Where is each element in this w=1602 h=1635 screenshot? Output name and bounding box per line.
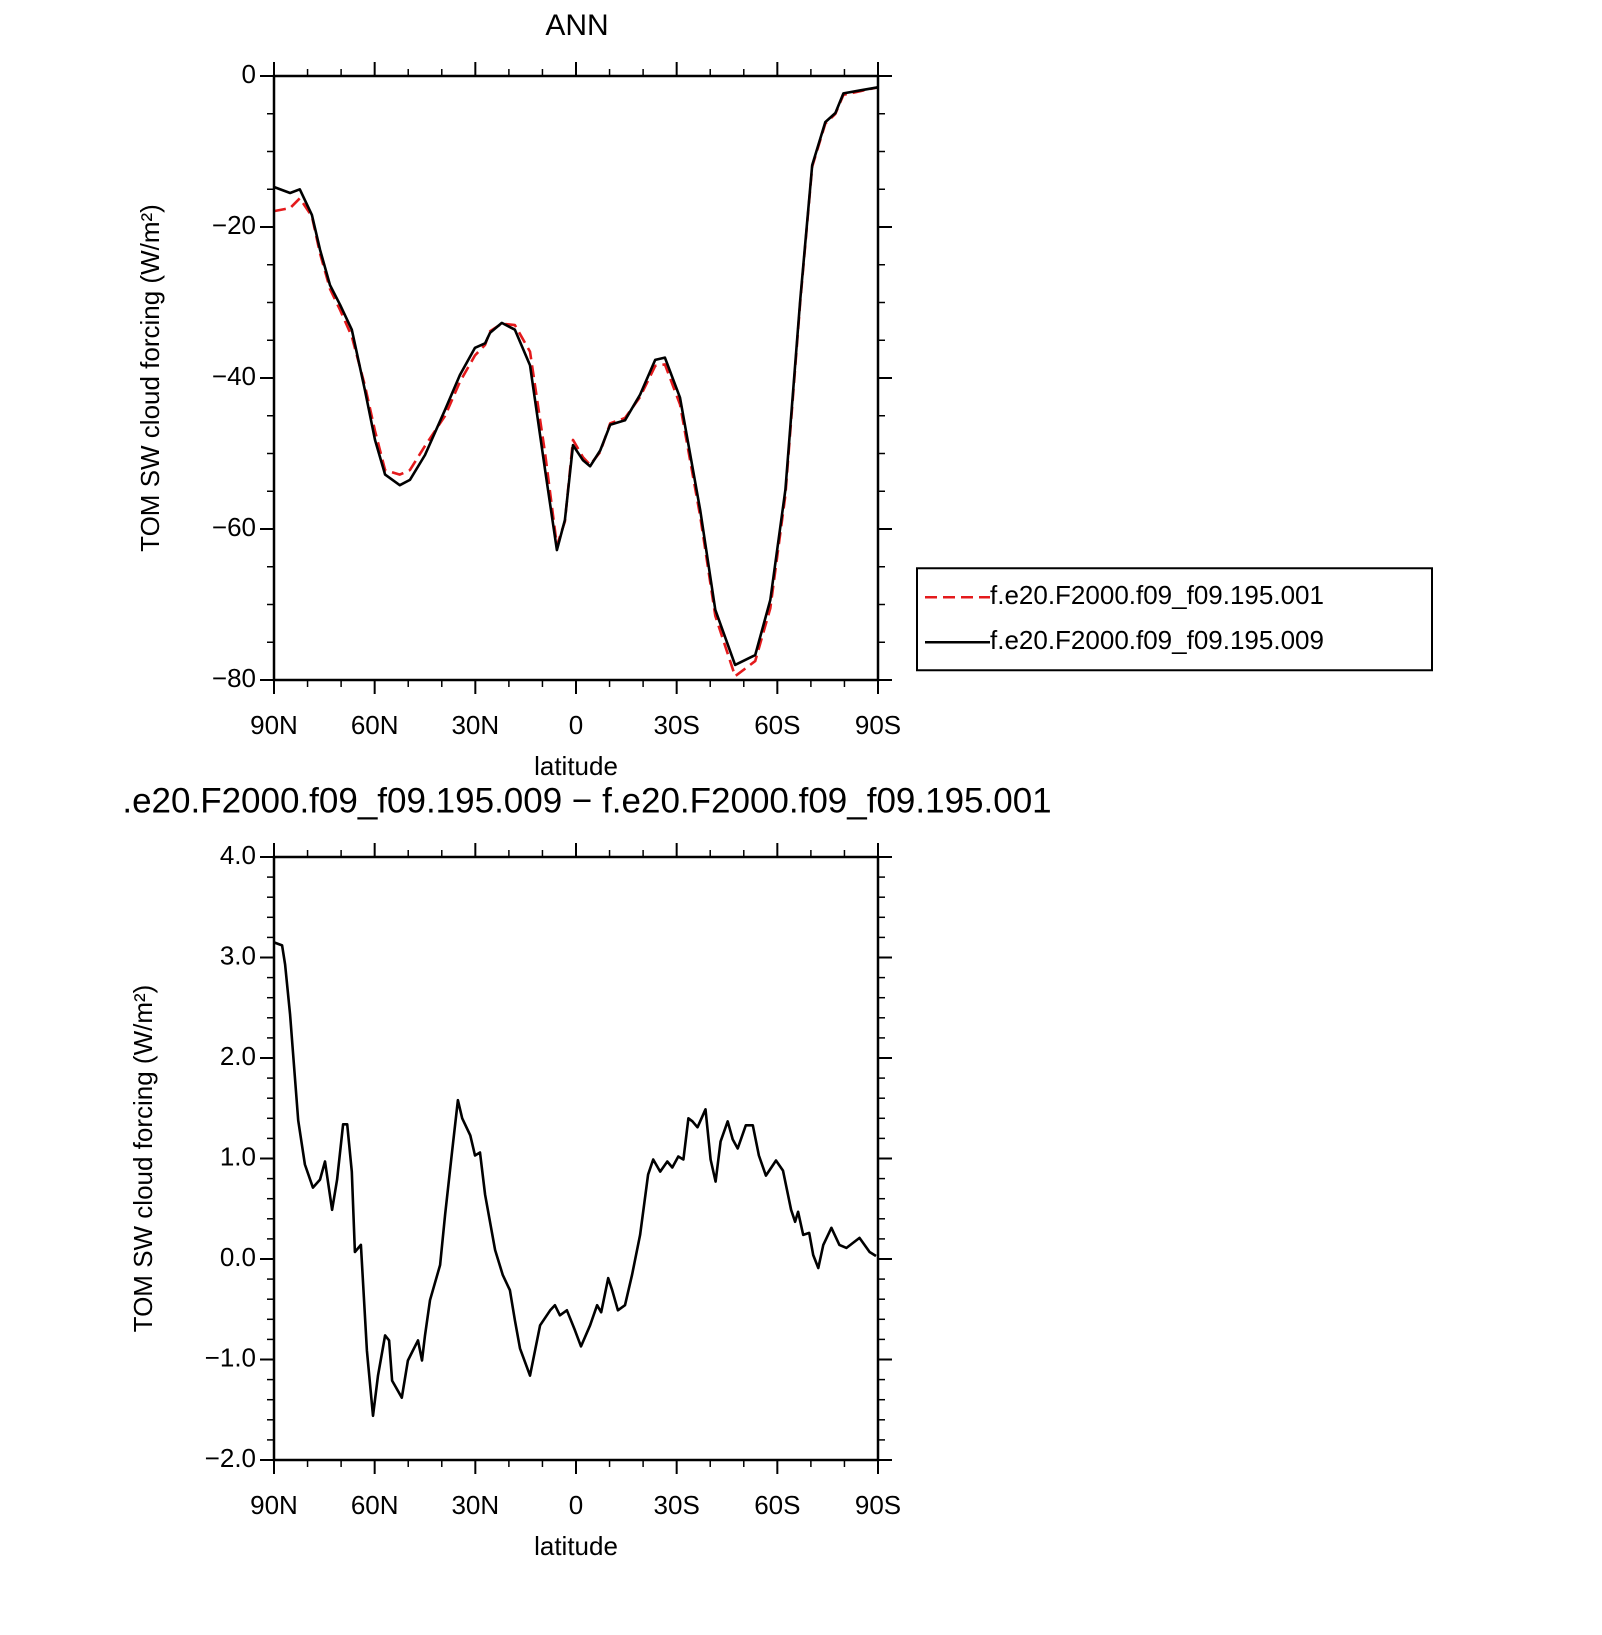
x-tick-label: 0 (569, 710, 583, 740)
x-tick-label: 30S (654, 710, 700, 740)
data-line (273, 941, 877, 1418)
legend-label: f.e20.F2000.f09_f09.195.009 (990, 625, 1324, 655)
x-tick-label: 0 (569, 1490, 583, 1520)
y-tick-label: 0 (242, 59, 256, 89)
y-tick-label: −2.0 (205, 1443, 256, 1473)
legend-box (916, 567, 1433, 672)
x-tick-label: 60N (351, 710, 399, 740)
x-axis-label: latitude (534, 1531, 618, 1561)
x-tick-label: 30N (451, 1490, 499, 1520)
y-axis-label: TOM SW cloud forcing (W/m²) (135, 204, 165, 552)
x-tick-label: 60N (351, 1490, 399, 1520)
legend-label: f.e20.F2000.f09_f09.195.001 (990, 580, 1324, 610)
y-tick-label: −1.0 (205, 1342, 256, 1372)
data-line (273, 86, 879, 678)
y-tick-label: 0.0 (220, 1242, 256, 1272)
y-axis-label: TOM SW cloud forcing (W/m²) (128, 985, 158, 1333)
x-tick-label: 90S (855, 1490, 901, 1520)
chart-title: ANN (545, 9, 608, 42)
y-tick-label: −60 (212, 512, 256, 542)
y-tick-label: −20 (212, 210, 256, 240)
x-tick-label: 30N (451, 710, 499, 740)
x-tick-label: 90N (250, 1490, 298, 1520)
x-axis-label: latitude (534, 751, 618, 781)
x-tick-label: 30S (654, 1490, 700, 1520)
y-tick-label: −80 (212, 663, 256, 693)
y-tick-label: −40 (212, 361, 256, 391)
plot-frame (272, 74, 880, 682)
x-tick-label: 60S (754, 710, 800, 740)
x-tick-label: 90S (855, 710, 901, 740)
data-line (273, 86, 879, 667)
y-tick-label: 1.0 (220, 1141, 256, 1171)
plot-frame (272, 855, 880, 1462)
y-tick-label: 3.0 (220, 940, 256, 970)
x-tick-label: 90N (250, 710, 298, 740)
x-tick-label: 60S (754, 1490, 800, 1520)
chart-title: .e20.F2000.f09_f09.195.009 − f.e20.F2000… (122, 781, 1051, 820)
y-tick-label: 2.0 (220, 1041, 256, 1071)
y-tick-label: 4.0 (220, 840, 256, 870)
